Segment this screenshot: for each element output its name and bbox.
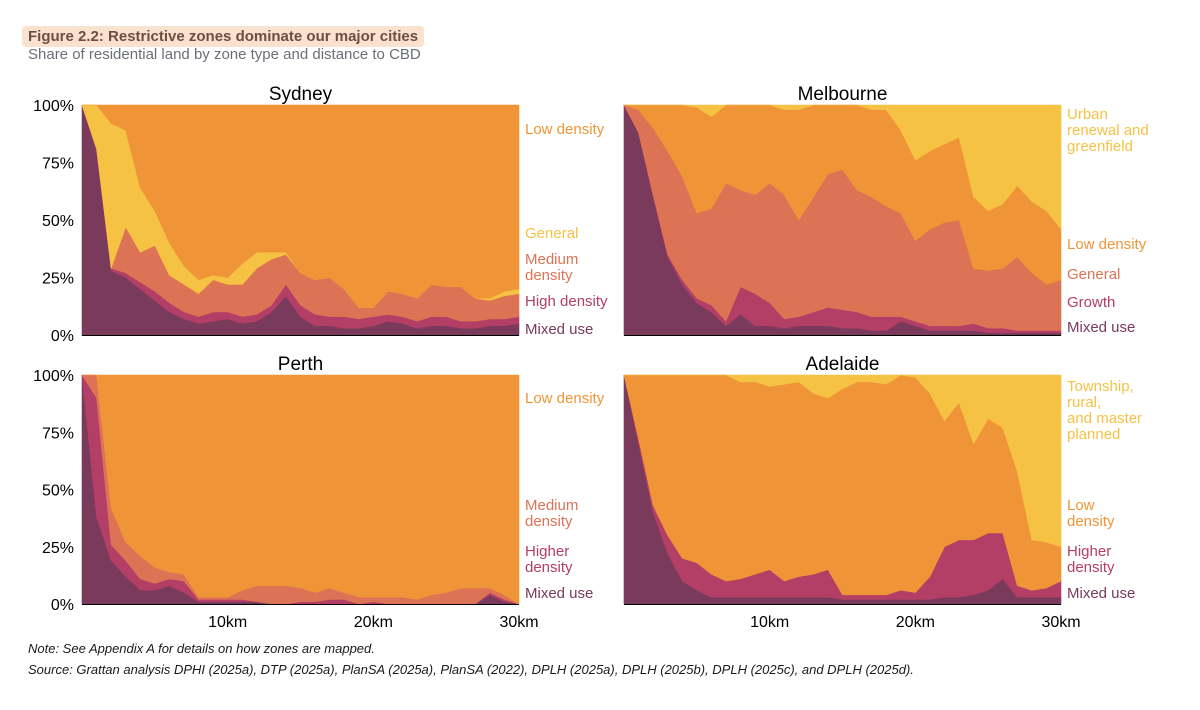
area-urban-renewal-and-greenfield: [624, 104, 1062, 231]
figure-note: Note: See Appendix A for details on how …: [28, 641, 375, 656]
panel-sydney: Sydney 0% 25% 50% 75% 100% Low density General M…: [33, 84, 608, 345]
series-label: Urban renewal and greenfield: [1067, 106, 1149, 155]
series-label: Higher density: [525, 543, 573, 576]
area-low-density: [82, 104, 520, 308]
y-tick-label: 100%: [33, 98, 74, 115]
series-label: Mixed use: [525, 321, 593, 338]
x-tick-label: 10km: [750, 614, 789, 631]
x-tick-label: 30km: [1041, 614, 1080, 631]
panel-title: Melbourne: [798, 84, 888, 105]
y-tick-label: 75%: [42, 156, 74, 173]
x-tick-label: 20km: [896, 614, 935, 631]
y-tick-label: 0%: [51, 597, 74, 614]
panel-title: Perth: [278, 354, 323, 375]
series-label: Township, rural, and master planned: [1067, 378, 1142, 443]
series-label: Medium density: [525, 497, 578, 530]
area-township-rural-and-master-planned: [624, 374, 1062, 548]
y-tick-label: 0%: [51, 328, 74, 345]
panel-perth: Perth 0% 25% 50% 75% 100% 10km 20km 30km Low dens…: [33, 354, 605, 631]
area-low-density: [82, 374, 520, 605]
series-label: Mixed use: [525, 585, 593, 602]
x-tick-label: 30km: [499, 614, 538, 631]
y-tick-label: 100%: [33, 368, 74, 385]
series-label: Low density: [525, 121, 605, 138]
series-label: Low density: [1067, 497, 1115, 530]
series-label: High density: [525, 293, 608, 310]
series-label: Higher density: [1067, 543, 1115, 576]
series-label: Mixed use: [1067, 319, 1135, 336]
figure-title: Figure 2.2: Restrictive zones dominate o…: [22, 26, 425, 47]
series-label: Growth: [1067, 294, 1115, 311]
x-tick-label: 20km: [354, 614, 393, 631]
panel-melbourne: Melbourne Urban renewal and greenfield Low d…: [623, 84, 1149, 336]
y-tick-label: 50%: [42, 483, 74, 500]
panel-adelaide: Adelaide 10km 20km 30km Township, rural, and m…: [623, 354, 1142, 631]
y-tick-label: 25%: [42, 271, 74, 288]
series-label: Low density: [525, 390, 605, 407]
y-tick-label: 50%: [42, 213, 74, 230]
figure-source: Source: Grattan analysis DPHI (2025a), D…: [28, 662, 914, 677]
series-label: General: [525, 225, 578, 242]
series-label: Low density: [1067, 236, 1147, 253]
panel-title: Adelaide: [806, 354, 880, 375]
series-label: Medium density: [525, 251, 578, 284]
figure-subtitle: Share of residential land by zone type a…: [28, 46, 421, 63]
y-tick-label: 75%: [42, 425, 74, 442]
y-tick-label: 25%: [42, 540, 74, 557]
panel-title: Sydney: [269, 84, 333, 105]
x-tick-label: 10km: [208, 614, 247, 631]
series-label: Mixed use: [1067, 585, 1135, 602]
series-label: General: [1067, 266, 1120, 283]
